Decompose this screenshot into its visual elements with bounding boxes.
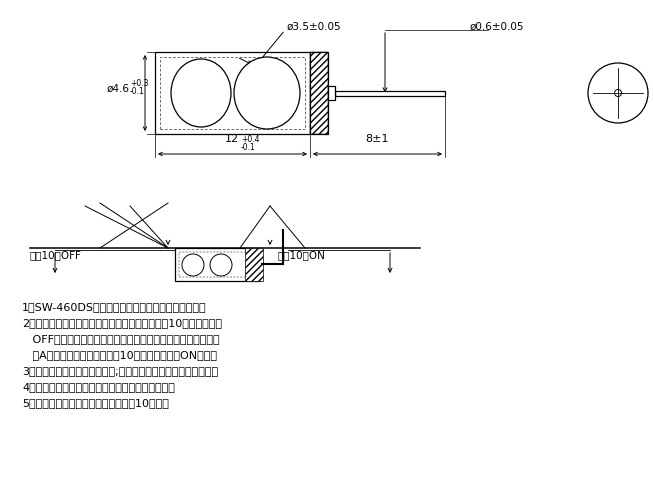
Text: ø0.6±0.05: ø0.6±0.05 [470,22,524,32]
Circle shape [182,254,204,276]
Text: ø3.5±0.05: ø3.5±0.05 [287,22,342,32]
Bar [155,52,310,134]
Text: 向下10度OFF: 向下10度OFF [30,250,82,260]
Text: -0.1: -0.1 [241,144,256,153]
Bar [160,57,305,129]
Ellipse shape [234,57,300,129]
Text: 1、SW-460DS为滚珠型倾斜感应单方向性触发开关。: 1、SW-460DS为滚珠型倾斜感应单方向性触发开关。 [22,302,206,312]
Text: 端A）低于水平倾斜角大于于10度角时，为闭路ON状态。: 端A）低于水平倾斜角大于于10度角时，为闭路ON状态。 [22,350,217,360]
Circle shape [614,89,622,96]
Circle shape [210,254,232,276]
Bar [335,91,445,96]
Bar [175,248,260,281]
Bar [245,248,263,281]
Text: 8±1: 8±1 [365,134,389,144]
Circle shape [588,63,648,123]
Text: 4、本规格产品为完全密封式封装，可防水、防尘。: 4、本规格产品为完全密封式封装，可防水、防尘。 [22,382,175,392]
Bar [179,252,256,277]
Text: -0.1: -0.1 [130,86,145,96]
Text: 5、在正常使用状态下，开关寿命可达10万次。: 5、在正常使用状态下，开关寿命可达10万次。 [22,398,169,408]
Text: 向下10度ON: 向下10度ON [278,250,326,260]
Ellipse shape [171,59,231,127]
Bar [328,86,335,100]
Bar [310,52,328,134]
Text: +0.4: +0.4 [241,135,259,144]
Bar [310,52,328,134]
Text: 3、水平放置时，晃动可易触发;而无脚端向下时，晃动不易触发。: 3、水平放置时，晃动可易触发;而无脚端向下时，晃动不易触发。 [22,366,218,376]
Text: 12: 12 [225,134,239,144]
Text: ø4.6: ø4.6 [107,84,130,94]
Text: OFF状态，当产品水平状态发生倾斜改变，触发端（镀金引脚: OFF状态，当产品水平状态发生倾斜改变，触发端（镀金引脚 [22,334,219,344]
Text: +0.3: +0.3 [130,80,148,88]
Text: 2、产品当向导电端（无脚端）倾斜、倾斜角大于10度时，为开路: 2、产品当向导电端（无脚端）倾斜、倾斜角大于10度时，为开路 [22,318,222,328]
